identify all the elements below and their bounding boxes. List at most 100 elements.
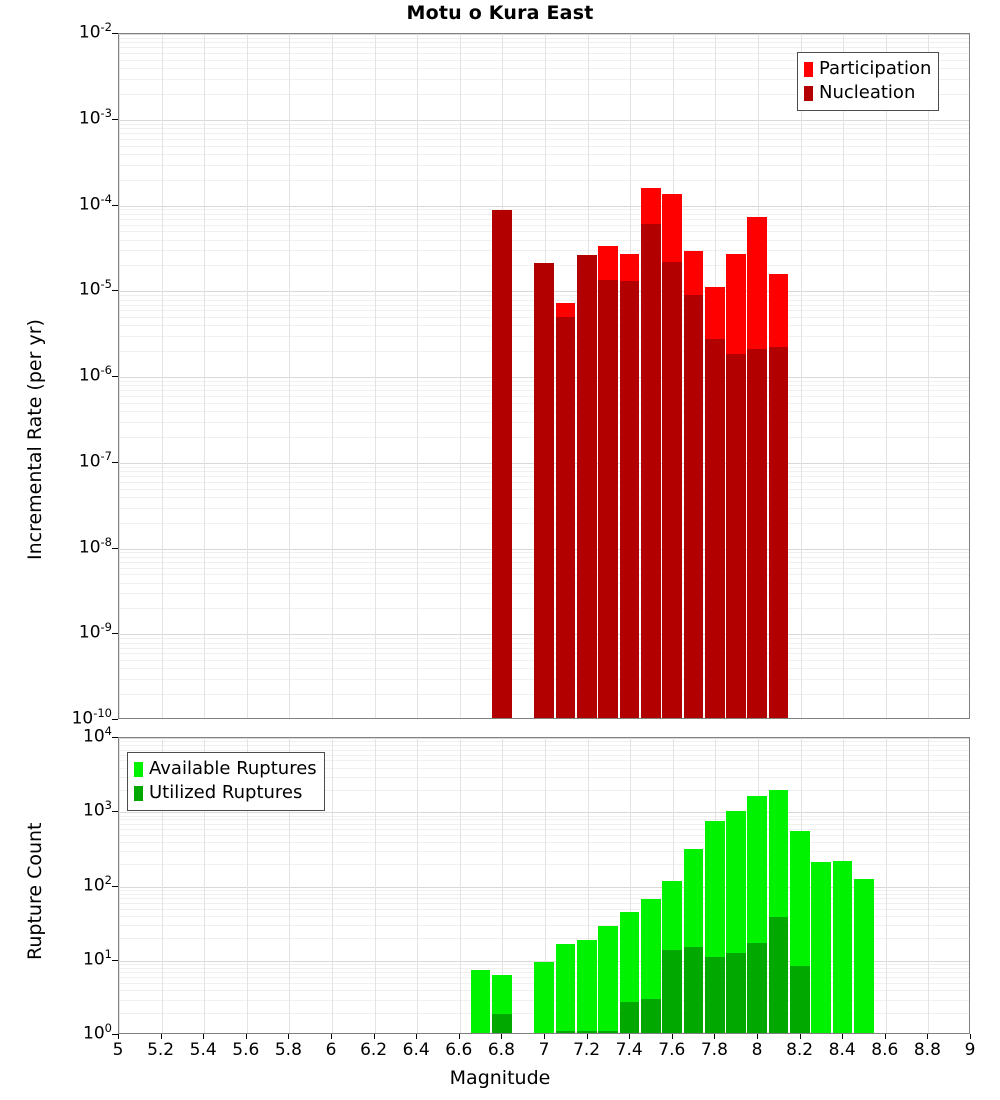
x-tick-mark <box>970 1034 971 1039</box>
x-tick-mark <box>288 1034 290 1039</box>
utilized-ruptures-swatch-icon <box>134 785 143 801</box>
x-tick-mark <box>799 1034 801 1039</box>
y-tick-mark <box>112 737 118 738</box>
y-tick-label: 10-7 <box>78 448 112 472</box>
legend-label-participation: Participation <box>819 58 932 79</box>
y-tick-label: 10-2 <box>78 20 112 43</box>
y-tick-label: 10-6 <box>78 363 112 386</box>
x-tick-mark <box>416 1034 418 1039</box>
x-tick-label: 6.4 <box>402 1040 430 1060</box>
legend-item-participation[interactable]: Participation <box>804 57 931 81</box>
bar-utilized-ruptures <box>704 957 725 1033</box>
y-tick-mark <box>112 118 118 120</box>
participation-swatch-icon <box>804 61 813 77</box>
bottom-legend: Available Ruptures Utilized Ruptures <box>127 752 325 811</box>
x-tick-label: 5 <box>112 1040 124 1060</box>
bar-nucleation <box>747 349 768 718</box>
y-tick-mark <box>112 461 118 463</box>
x-tick-mark <box>586 1034 588 1039</box>
bar-nucleation <box>683 294 704 718</box>
x-tick-label: 6.2 <box>360 1040 388 1060</box>
bar-nucleation <box>726 354 746 718</box>
bar-nucleation <box>619 280 640 718</box>
bar-utilized-ruptures <box>768 917 789 1033</box>
y-tick-label: 103 <box>83 798 112 821</box>
x-tick-mark <box>629 1034 631 1039</box>
legend-item-available-ruptures[interactable]: Available Ruptures <box>134 757 317 781</box>
legend-item-utilized-ruptures[interactable]: Utilized Ruptures <box>134 781 317 805</box>
x-tick-label: 5.8 <box>274 1040 302 1060</box>
x-tick-label: 8.6 <box>871 1040 899 1060</box>
x-tick-mark <box>671 1034 673 1039</box>
bar-utilized-ruptures <box>726 952 746 1033</box>
y-tick-label: 10-3 <box>78 105 112 129</box>
nucleation-swatch-icon <box>804 85 813 101</box>
x-tick-label: 8 <box>751 1040 763 1060</box>
bar-nucleation <box>555 316 576 718</box>
x-tick-label: 6 <box>325 1040 337 1060</box>
bottom-y-axis-label: Rupture Count <box>24 822 46 961</box>
bar-utilized-ruptures <box>598 1031 619 1033</box>
bar-utilized-ruptures <box>662 950 682 1033</box>
x-tick-label: 5.4 <box>189 1040 217 1060</box>
x-tick-label: 6.8 <box>487 1040 515 1060</box>
y-tick-label: 101 <box>83 946 112 970</box>
x-tick-label: 8.4 <box>828 1040 856 1060</box>
y-tick-mark <box>112 376 118 377</box>
x-tick-label: 8.2 <box>786 1040 814 1060</box>
bar-available-ruptures <box>470 970 491 1033</box>
top-y-axis-label: Incremental Rate (per yr) <box>24 319 46 560</box>
bar-utilized-ruptures <box>577 1031 597 1033</box>
x-tick-label: 8.8 <box>913 1040 941 1060</box>
y-tick-label: 10-4 <box>78 191 112 215</box>
incremental-rate-plot-area <box>118 33 970 719</box>
bar-nucleation <box>704 339 725 718</box>
bar-nucleation <box>662 261 682 718</box>
x-tick-mark <box>458 1034 460 1039</box>
x-tick-mark <box>331 1034 332 1039</box>
legend-label-available-ruptures: Available Ruptures <box>149 758 317 779</box>
y-tick-label: 100 <box>83 1021 112 1044</box>
x-tick-mark <box>160 1034 162 1039</box>
x-tick-mark <box>245 1034 247 1039</box>
x-tick-mark <box>927 1034 929 1039</box>
bar-available-ruptures <box>577 939 597 1033</box>
x-tick-label: 7.4 <box>615 1040 643 1060</box>
x-tick-mark <box>118 1034 119 1039</box>
available-ruptures-swatch-icon <box>134 761 143 777</box>
x-tick-label: 7.2 <box>573 1040 601 1060</box>
y-tick-label: 104 <box>83 724 112 747</box>
legend-label-utilized-ruptures: Utilized Ruptures <box>149 782 303 803</box>
top-bars <box>119 34 969 718</box>
y-tick-mark <box>112 290 118 292</box>
y-tick-label: 10-10 <box>71 706 112 729</box>
y-tick-mark <box>112 33 118 34</box>
bar-nucleation <box>577 255 597 718</box>
bar-available-ruptures <box>598 925 619 1033</box>
x-tick-mark <box>203 1034 205 1039</box>
rupture-count-plot-area <box>118 737 970 1034</box>
bar-utilized-ruptures <box>491 1014 512 1033</box>
bar-utilized-ruptures <box>789 965 810 1033</box>
bar-nucleation <box>598 279 619 718</box>
x-tick-label: 6.6 <box>445 1040 473 1060</box>
legend-label-nucleation: Nucleation <box>819 82 916 103</box>
y-tick-mark <box>112 1034 118 1035</box>
bar-nucleation <box>640 224 661 718</box>
x-tick-mark <box>544 1034 545 1039</box>
x-tick-label: 7 <box>538 1040 550 1060</box>
bar-nucleation <box>491 209 512 718</box>
x-tick-mark <box>373 1034 375 1039</box>
y-tick-mark <box>112 719 118 720</box>
chart-title: Motu o Kura East <box>406 2 594 24</box>
y-tick-label: 102 <box>83 872 112 896</box>
bar-available-ruptures <box>832 861 853 1033</box>
y-tick-mark <box>112 633 118 635</box>
bar-utilized-ruptures <box>619 1002 640 1033</box>
x-tick-label: 9 <box>964 1040 976 1060</box>
bar-available-ruptures <box>853 878 874 1033</box>
x-tick-label: 7.6 <box>658 1040 686 1060</box>
legend-item-nucleation[interactable]: Nucleation <box>804 81 931 105</box>
y-tick-mark <box>112 885 118 887</box>
